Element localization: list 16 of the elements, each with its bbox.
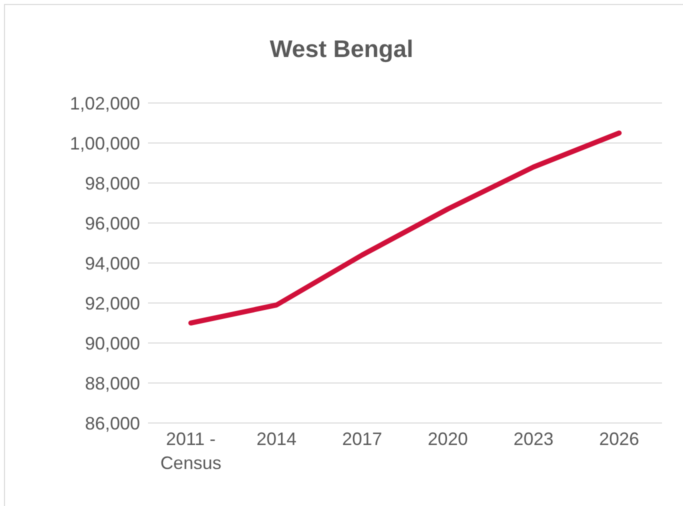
y-tick-label: 96,000 xyxy=(84,213,140,234)
x-tick-label: 2023 xyxy=(513,429,554,449)
x-tick-label: 2026 xyxy=(599,429,640,449)
y-tick-label: 92,000 xyxy=(84,293,140,314)
y-tick-label: 98,000 xyxy=(84,173,140,194)
y-tick-label: 88,000 xyxy=(84,373,140,394)
x-tick-label: 2017 xyxy=(342,429,382,449)
chart-title: West Bengal xyxy=(268,36,414,64)
y-tick-label: 1,02,000 xyxy=(70,93,140,114)
x-tick-label: 2011 - Census xyxy=(160,429,222,473)
y-tick-label: 94,000 xyxy=(84,253,140,274)
x-tick-label: 2014 xyxy=(256,429,297,449)
x-tick-label: 2020 xyxy=(428,429,468,449)
y-tick-label: 90,000 xyxy=(84,333,140,354)
y-tick-label: 1,00,000 xyxy=(70,133,140,154)
y-tick-label: 86,000 xyxy=(84,413,140,434)
